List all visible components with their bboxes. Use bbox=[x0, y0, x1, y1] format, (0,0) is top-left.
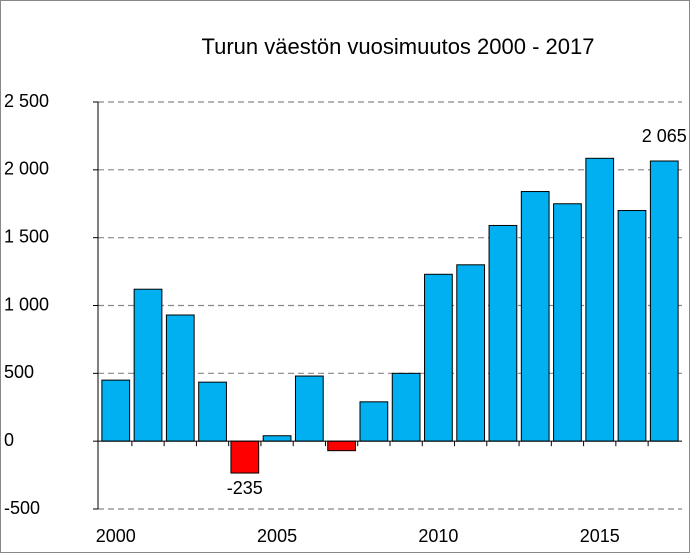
y-tick-label: -500 bbox=[4, 498, 40, 518]
y-tick-label: 0 bbox=[4, 430, 14, 450]
bar bbox=[649, 160, 679, 442]
bar bbox=[262, 435, 292, 442]
bar bbox=[553, 203, 582, 442]
bar bbox=[456, 264, 486, 442]
x-tick-label: 2005 bbox=[257, 526, 297, 546]
bar bbox=[520, 191, 550, 442]
bar bbox=[327, 440, 356, 452]
bar bbox=[294, 375, 324, 442]
bar bbox=[488, 224, 518, 442]
bar bbox=[617, 210, 647, 442]
value-label: -235 bbox=[227, 478, 263, 498]
bar bbox=[101, 379, 131, 442]
bar bbox=[391, 372, 421, 442]
y-tick-label: 2 000 bbox=[4, 159, 49, 179]
x-tick-label: 2000 bbox=[96, 526, 136, 546]
bar bbox=[424, 273, 453, 442]
bar bbox=[133, 288, 163, 442]
bar bbox=[198, 381, 227, 442]
bar bbox=[359, 401, 389, 442]
y-tick-label: 1 000 bbox=[4, 294, 49, 314]
bar bbox=[585, 157, 615, 442]
bar bbox=[165, 314, 195, 442]
y-tick-label: 1 500 bbox=[4, 226, 49, 246]
y-tick-label: 500 bbox=[4, 362, 34, 382]
value-label: 2 065 bbox=[642, 126, 687, 146]
bar bbox=[230, 440, 260, 474]
x-tick-label: 2015 bbox=[580, 526, 620, 546]
chart-title: Turun väestön vuosimuutos 2000 - 2017 bbox=[202, 34, 595, 59]
y-tick-label: 2 500 bbox=[4, 91, 49, 111]
x-tick-label: 2010 bbox=[418, 526, 458, 546]
